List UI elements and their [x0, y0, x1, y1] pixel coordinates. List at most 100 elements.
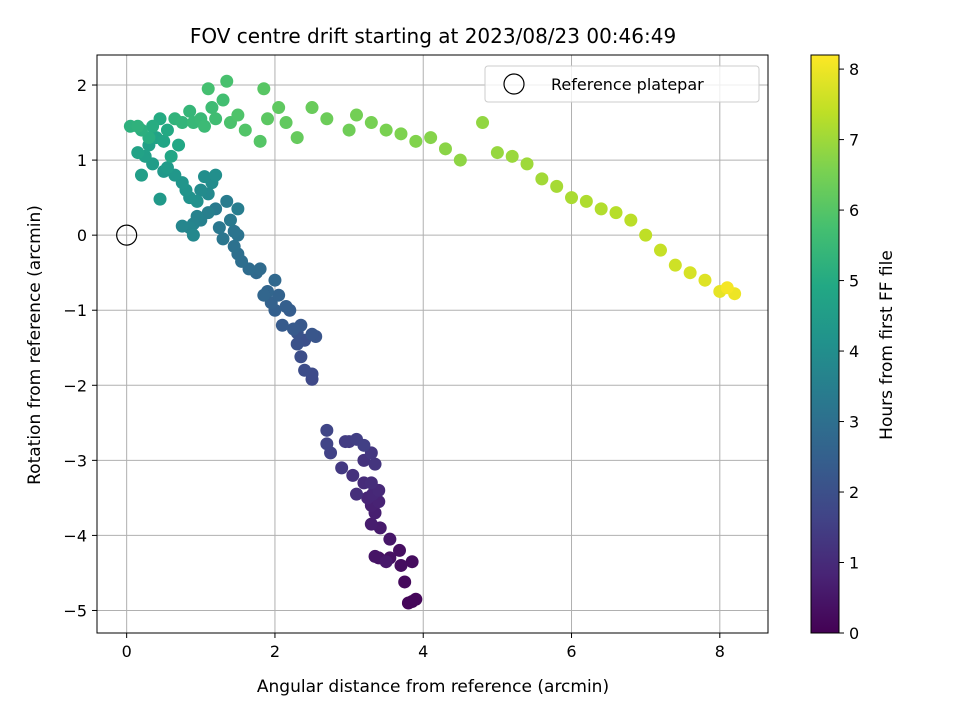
data-point — [346, 468, 360, 482]
y-tick-label: −5 — [63, 601, 87, 620]
x-tick-label: 2 — [270, 642, 280, 661]
data-point — [338, 435, 352, 449]
data-point — [146, 119, 160, 133]
data-point — [668, 258, 682, 272]
data-point — [272, 101, 286, 115]
data-point — [698, 273, 712, 287]
data-point — [379, 555, 393, 569]
data-point — [231, 108, 245, 122]
data-point — [505, 149, 519, 163]
x-axis-ticks: 0 2 4 6 8 — [122, 633, 725, 661]
data-point — [290, 131, 304, 145]
data-point — [342, 123, 356, 137]
data-point — [186, 228, 200, 242]
y-tick-label: 1 — [77, 151, 87, 170]
legend-entry-reference-platepar: Reference platepar — [551, 75, 704, 94]
data-point — [209, 168, 223, 182]
data-point — [164, 149, 178, 163]
data-point — [253, 262, 267, 276]
colorbar-tick-label: 2 — [849, 483, 859, 502]
data-point — [198, 170, 212, 184]
data-point — [624, 213, 638, 227]
data-points — [123, 74, 742, 610]
data-point — [272, 288, 286, 302]
data-point — [579, 194, 593, 208]
data-point — [476, 116, 490, 130]
data-point — [198, 119, 212, 133]
colorbar-tick-label: 5 — [849, 272, 859, 291]
y-tick-label: −4 — [63, 526, 87, 545]
data-point — [157, 134, 171, 148]
data-point — [279, 299, 293, 313]
data-point — [405, 555, 419, 569]
data-point — [409, 134, 423, 148]
data-point — [453, 153, 467, 167]
x-tick-label: 8 — [715, 642, 725, 661]
colorbar-tick-label: 3 — [849, 413, 859, 432]
data-point — [238, 123, 252, 137]
data-point — [275, 318, 289, 332]
data-point — [368, 549, 382, 563]
colorbar-tick-label: 4 — [849, 342, 859, 361]
data-point — [220, 74, 234, 88]
data-point — [409, 592, 423, 606]
data-point — [279, 116, 293, 130]
x-tick-label: 0 — [122, 642, 132, 661]
data-point — [153, 192, 167, 206]
data-point — [131, 119, 145, 133]
data-point — [350, 108, 364, 122]
data-point — [393, 543, 407, 557]
data-point — [335, 461, 349, 475]
colorbar-tick-label: 0 — [849, 624, 859, 643]
data-point — [227, 239, 241, 253]
data-point — [424, 131, 438, 145]
data-point — [720, 281, 734, 295]
data-point — [364, 517, 378, 531]
x-axis-label: Angular distance from reference (arcmin) — [257, 677, 609, 697]
data-point — [609, 206, 623, 220]
data-point — [223, 213, 237, 227]
legend-box — [484, 65, 760, 103]
data-point — [257, 82, 271, 96]
colorbar-tick-label: 7 — [849, 131, 859, 150]
data-point — [320, 437, 334, 451]
data-point — [379, 123, 393, 137]
data-point — [683, 266, 697, 280]
data-point — [194, 183, 208, 197]
data-point — [205, 101, 219, 115]
data-point — [368, 457, 382, 471]
y-tick-label: −1 — [63, 301, 87, 320]
plot-frame — [96, 54, 769, 634]
data-point — [134, 168, 148, 182]
data-point — [383, 532, 397, 546]
data-point — [216, 93, 230, 107]
data-point — [183, 104, 197, 118]
y-tick-label: 0 — [77, 226, 87, 245]
legend: Reference platepar — [484, 65, 760, 103]
colorbar: 0 1 2 3 4 5 6 7 8 Hours from first FF file — [810, 54, 897, 643]
data-point — [160, 123, 174, 137]
data-point — [212, 221, 226, 235]
data-point — [305, 101, 319, 115]
data-point — [209, 112, 223, 126]
colorbar-label: Hours from first FF file — [877, 250, 897, 440]
data-point — [490, 146, 504, 160]
colorbar-tick-label: 1 — [849, 554, 859, 573]
reference-marker-layer — [116, 224, 138, 246]
data-point — [253, 134, 267, 148]
data-point — [220, 194, 234, 208]
data-point — [320, 423, 334, 437]
y-axis-ticks: −5 −4 −3 −2 −1 0 1 2 — [63, 76, 97, 620]
data-point — [261, 112, 275, 126]
data-point — [438, 142, 452, 156]
data-point — [535, 172, 549, 186]
colorbar-gradient — [810, 54, 840, 634]
data-point — [268, 273, 282, 287]
y-tick-label: −3 — [63, 451, 87, 470]
data-point — [286, 322, 300, 336]
data-point — [290, 337, 304, 351]
data-point — [394, 127, 408, 141]
data-point — [364, 476, 378, 490]
data-point — [594, 202, 608, 216]
